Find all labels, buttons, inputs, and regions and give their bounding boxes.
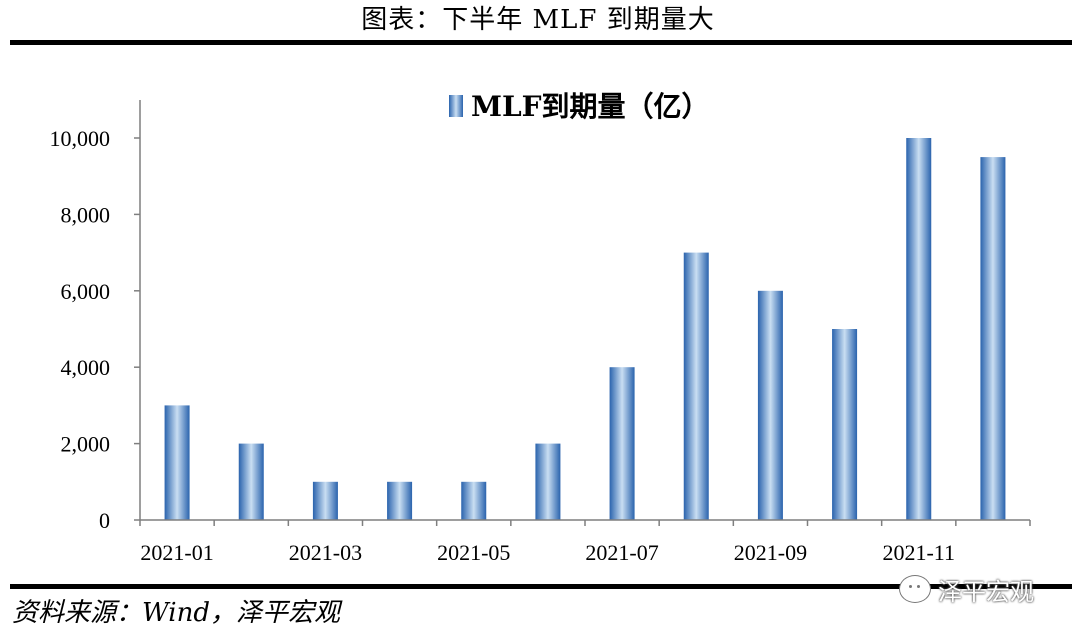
x-tick-label: 2021-03: [289, 540, 362, 565]
watermark: 泽平宏观: [900, 572, 1034, 606]
bar-2021-06: [535, 443, 561, 520]
y-tick-label: 8,000: [61, 202, 111, 227]
legend-swatch: [449, 95, 463, 117]
bar-2021-12: [980, 157, 1006, 520]
bars-group: [164, 138, 1006, 520]
bar-2021-05: [461, 481, 487, 520]
legend-label: MLF到期量（亿）: [471, 90, 710, 123]
bar-2021-02: [238, 443, 264, 520]
bar-2021-04: [387, 481, 413, 520]
y-tick-label: 0: [99, 508, 110, 533]
x-tick-label: 2021-05: [437, 540, 510, 565]
legend: MLF到期量（亿）: [449, 90, 710, 123]
watermark-text: 泽平宏观: [938, 577, 1034, 606]
x-tick-label: 2021-07: [585, 540, 658, 565]
bar-2021-10: [832, 329, 858, 520]
x-tick-label: 2021-09: [734, 540, 807, 565]
source-note: 资料来源：Wind，泽平宏观: [12, 598, 340, 628]
bar-2021-03: [312, 481, 338, 520]
bar-chart: 0 2,000 4,000 6,000 8,000 10,000 2021-01 2021-0…: [50, 90, 1031, 565]
bottom-rule: [10, 584, 1072, 589]
y-tick-label: 6,000: [61, 279, 111, 304]
wechat-icon: [900, 576, 930, 602]
y-tick-label: 2,000: [61, 432, 111, 457]
bar-2021-01: [164, 405, 190, 520]
bar-2021-09: [757, 290, 783, 520]
bar-2021-11: [906, 138, 932, 520]
x-tick-label: 2021-11: [882, 540, 955, 565]
x-tick-label: 2021-01: [140, 540, 213, 565]
bar-2021-08: [683, 252, 709, 520]
figure-title: 图表：下半年 MLF 到期量大: [361, 5, 715, 35]
y-tick-label: 4,000: [61, 355, 111, 380]
axes-group: 0 2,000 4,000 6,000 8,000 10,000 2021-01 2021-0…: [50, 100, 1031, 565]
y-tick-label: 10,000: [50, 126, 111, 151]
top-rule: [10, 40, 1072, 45]
bar-2021-07: [609, 367, 635, 520]
